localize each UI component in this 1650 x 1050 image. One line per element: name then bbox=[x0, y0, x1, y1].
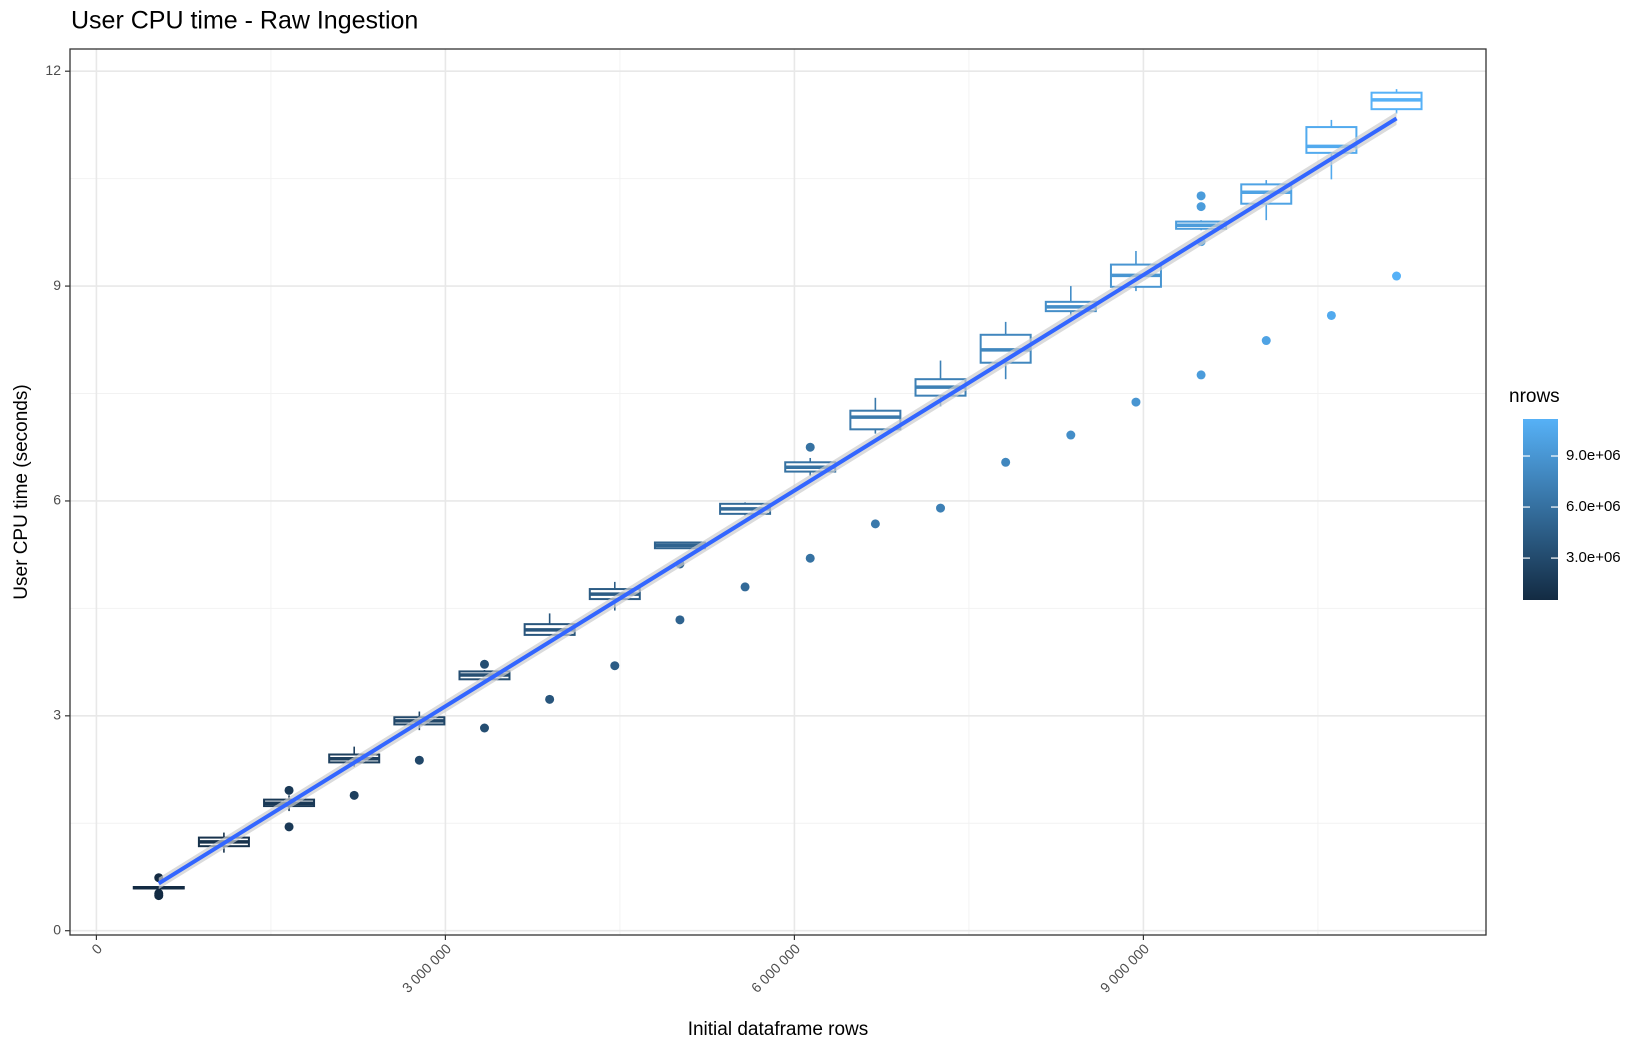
y-tick-label: 12 bbox=[45, 62, 61, 78]
outlier bbox=[1131, 397, 1141, 407]
outlier bbox=[805, 442, 815, 452]
x-tick-label: 0 bbox=[88, 940, 105, 957]
outlier bbox=[1326, 310, 1336, 320]
y-tick-label: 3 bbox=[53, 707, 61, 723]
outlier bbox=[805, 553, 815, 563]
outlier bbox=[610, 661, 620, 671]
outlier bbox=[675, 615, 685, 625]
outlier bbox=[936, 503, 946, 513]
outlier bbox=[870, 519, 880, 529]
x-tick-label: 3 000 000 bbox=[399, 940, 455, 996]
outlier bbox=[740, 582, 750, 592]
outlier bbox=[349, 790, 359, 800]
colorbar bbox=[1523, 419, 1558, 600]
outlier bbox=[284, 785, 294, 795]
outlier bbox=[414, 755, 424, 765]
outlier bbox=[1001, 457, 1011, 467]
legend-title: nrows bbox=[1509, 386, 1560, 407]
outlier bbox=[1196, 202, 1206, 212]
outlier bbox=[1196, 191, 1206, 201]
legend-label: 3.0e+06 bbox=[1566, 549, 1621, 566]
y-tick-label: 9 bbox=[53, 277, 61, 293]
legend-label: 9.0e+06 bbox=[1566, 447, 1621, 464]
outlier bbox=[479, 659, 489, 669]
outlier bbox=[545, 694, 555, 704]
x-axis-title: Initial dataframe rows bbox=[688, 1019, 869, 1040]
panel-border bbox=[69, 48, 1487, 936]
outlier bbox=[284, 822, 294, 832]
outlier bbox=[479, 723, 489, 733]
outlier bbox=[154, 891, 164, 901]
outlier bbox=[1261, 336, 1271, 346]
y-tick-label: 6 bbox=[53, 492, 61, 508]
chart-title: User CPU time - Raw Ingestion bbox=[71, 7, 418, 35]
outlier bbox=[1392, 271, 1402, 281]
legend-label: 6.0e+06 bbox=[1566, 498, 1621, 515]
outlier bbox=[1066, 430, 1076, 440]
trend-line bbox=[157, 116, 1398, 886]
x-tick-label: 6 000 000 bbox=[748, 940, 804, 996]
y-axis-title: User CPU time (seconds) bbox=[11, 384, 32, 599]
x-tick-label: 9 000 000 bbox=[1097, 940, 1153, 996]
y-tick-label: 0 bbox=[53, 921, 61, 937]
outlier bbox=[1196, 370, 1206, 380]
